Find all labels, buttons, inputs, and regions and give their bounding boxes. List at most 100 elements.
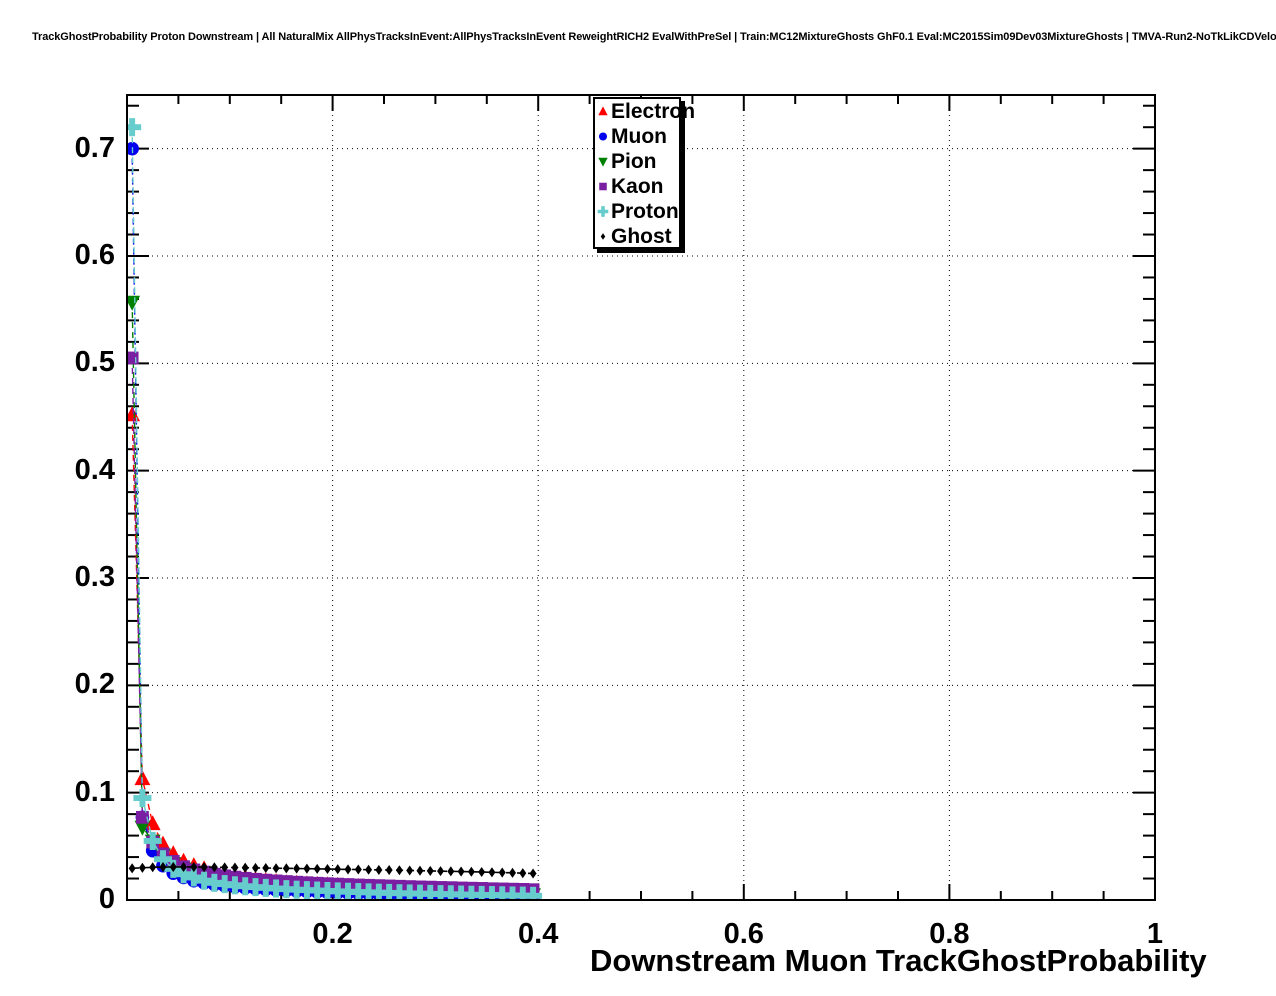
data-point-marker — [447, 866, 455, 877]
data-point-marker — [390, 884, 409, 899]
data-point-marker — [462, 885, 481, 899]
data-point-marker — [231, 862, 239, 873]
data-point-marker — [180, 861, 188, 872]
data-point-marker — [478, 866, 486, 878]
data-point-marker — [153, 850, 172, 869]
data-point-marker — [133, 789, 152, 808]
data-point-marker — [380, 883, 399, 899]
x-tick-label: 0.6 — [723, 918, 764, 950]
data-point-marker — [200, 862, 208, 873]
series-proton — [128, 118, 543, 899]
legend-item-ghost[interactable]: Ghost — [595, 224, 679, 249]
data-point-marker — [452, 885, 471, 899]
data-point-marker — [323, 863, 331, 875]
data-point-marker — [282, 863, 290, 874]
data-point-marker — [205, 873, 224, 892]
data-point-marker — [138, 862, 146, 873]
data-point-marker — [529, 868, 537, 879]
data-series-group — [128, 118, 543, 899]
y-tick-label: 0.2 — [74, 668, 115, 701]
data-point-marker — [297, 881, 316, 899]
data-point-marker — [457, 866, 465, 877]
data-point-marker — [600, 233, 606, 240]
data-point-marker — [598, 106, 608, 116]
y-tick-label: 0.1 — [74, 775, 115, 808]
data-point-marker — [519, 868, 527, 879]
legend-item-proton[interactable]: Proton — [595, 199, 679, 224]
data-point-marker — [272, 863, 280, 874]
cross-icon — [596, 199, 610, 224]
y-tick-label: 0 — [98, 883, 115, 915]
data-point-marker — [210, 862, 218, 873]
data-point-marker — [488, 867, 496, 878]
y-tick-label: 0.7 — [74, 131, 115, 164]
legend-item-pion[interactable]: Pion — [595, 149, 679, 174]
data-point-marker — [513, 886, 532, 899]
data-point-marker — [256, 878, 275, 897]
data-point-marker — [416, 865, 424, 876]
x-axis-title: Downstream Muon TrackGhostProbability — [590, 943, 1207, 978]
data-point-marker — [215, 875, 234, 894]
data-point-marker — [143, 831, 162, 850]
data-point-marker — [472, 885, 491, 899]
data-point-marker — [598, 157, 608, 167]
circle-icon — [596, 124, 610, 149]
triangle-down-icon — [596, 149, 610, 174]
data-point-marker — [369, 883, 388, 899]
series-line — [132, 866, 534, 875]
legend-label: Kaon — [611, 175, 664, 198]
x-tick-label: 1 — [1146, 918, 1164, 950]
data-point-marker — [426, 865, 434, 876]
legend-label: Electron — [611, 100, 696, 123]
x-tick-label: 0.4 — [518, 918, 559, 950]
diamond-icon — [596, 224, 610, 249]
data-point-marker — [318, 881, 337, 899]
legend-item-muon[interactable]: Muon — [595, 124, 679, 149]
data-point-marker — [236, 877, 255, 896]
data-point-marker — [339, 882, 358, 899]
legend-label: Ghost — [611, 225, 672, 248]
data-point-marker — [482, 886, 501, 899]
data-point-marker — [128, 351, 139, 365]
data-point-marker — [287, 880, 306, 899]
data-point-marker — [344, 864, 352, 875]
data-point-marker — [128, 295, 141, 311]
data-point-marker — [503, 886, 522, 899]
data-point-marker — [406, 865, 414, 876]
legend-item-electron[interactable]: Electron — [595, 99, 695, 124]
data-point-marker — [128, 863, 136, 874]
series-line — [131, 414, 534, 895]
data-point-marker — [128, 118, 142, 137]
data-point-marker — [375, 864, 383, 875]
data-point-marker — [441, 885, 460, 899]
data-point-marker — [159, 862, 167, 873]
data-point-marker — [136, 810, 149, 824]
data-point-marker — [262, 862, 270, 874]
data-point-marker — [149, 862, 157, 873]
data-point-marker — [410, 884, 429, 899]
data-point-marker — [308, 881, 327, 899]
series-kaon — [128, 351, 540, 897]
data-point-marker — [303, 863, 311, 874]
data-point-marker — [354, 864, 362, 875]
data-point-marker — [246, 878, 265, 897]
plot-title: TrackGhostProbability Proton Downstream … — [32, 31, 1276, 43]
data-point-marker — [365, 864, 373, 875]
data-point-marker — [190, 862, 198, 873]
data-point-marker — [599, 182, 607, 191]
data-point-marker — [195, 871, 214, 890]
data-point-marker — [221, 862, 229, 873]
legend: Electron Muon Pion Kaon Proton Ghost — [593, 97, 695, 249]
data-point-marker — [437, 866, 445, 877]
square-icon — [596, 174, 610, 199]
data-point-marker — [184, 868, 203, 887]
data-point-marker — [467, 866, 475, 877]
data-point-marker — [359, 883, 378, 899]
data-point-marker — [313, 863, 321, 874]
data-point-marker — [493, 886, 512, 899]
data-point-marker — [134, 820, 151, 836]
legend-item-kaon[interactable]: Kaon — [595, 174, 679, 199]
data-point-marker — [597, 206, 609, 217]
data-point-marker — [252, 862, 259, 873]
